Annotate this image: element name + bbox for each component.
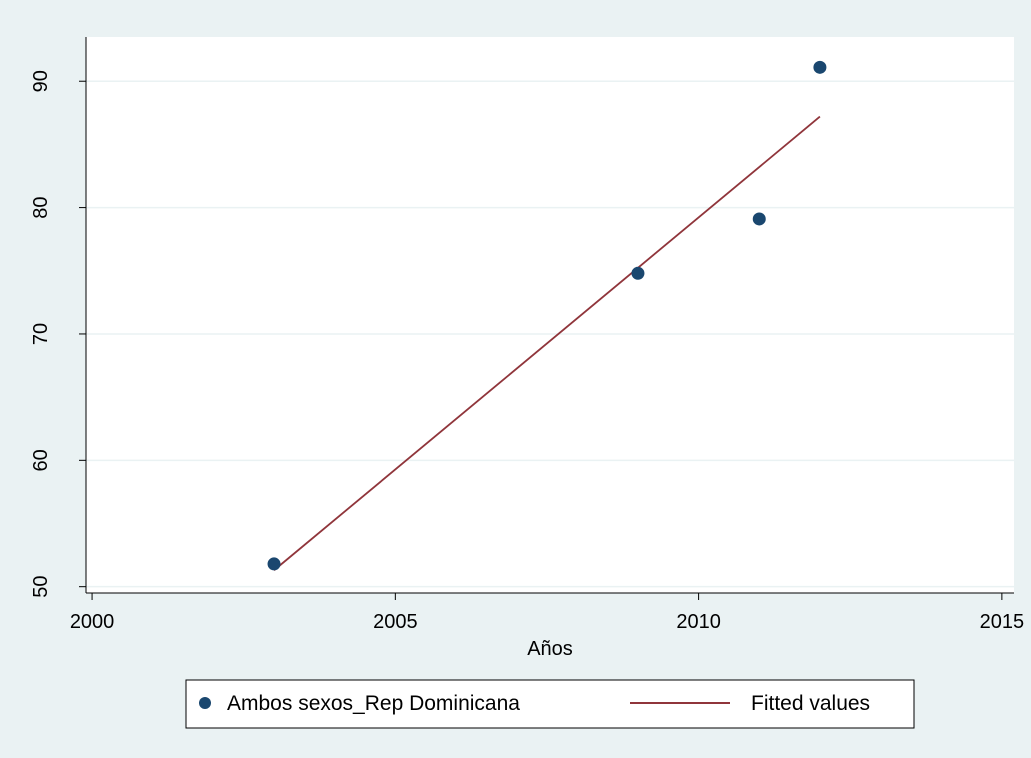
data-point — [813, 60, 827, 74]
data-point — [631, 266, 645, 280]
axes — [85, 37, 1014, 594]
x-tick-label: 2000 — [70, 611, 115, 633]
legend-label-fitted: Fitted values — [751, 692, 870, 715]
y-tick-label: 60 — [30, 449, 52, 471]
y-tick-label: 50 — [30, 576, 52, 598]
y-ticks: 50 60 70 80 90 — [30, 70, 86, 598]
legend-box — [185, 679, 915, 729]
fitted-values-line — [273, 115, 821, 571]
scatter-points-layer — [267, 60, 827, 571]
gridlines — [86, 80, 1014, 588]
x-tick-label: 2015 — [980, 611, 1025, 633]
fitted-line-layer — [273, 115, 821, 571]
data-point — [752, 212, 766, 226]
plot-area — [86, 37, 1014, 593]
legend-label-scatter: Ambos sexos_Rep Dominicana — [227, 692, 520, 715]
y-tick-label: 90 — [30, 70, 52, 92]
x-tick-label: 2005 — [373, 611, 418, 633]
y-tick-label: 70 — [30, 323, 52, 345]
x-ticks: 2000 2005 2010 2015 — [70, 593, 1024, 633]
data-point — [267, 557, 281, 571]
legend: Ambos sexos_Rep Dominicana Fitted values — [185, 679, 915, 729]
y-tick-label: 80 — [30, 196, 52, 218]
x-tick-label: 2010 — [676, 611, 721, 633]
x-axis-label: Años — [527, 638, 573, 660]
legend-marker-scatter — [199, 697, 211, 709]
